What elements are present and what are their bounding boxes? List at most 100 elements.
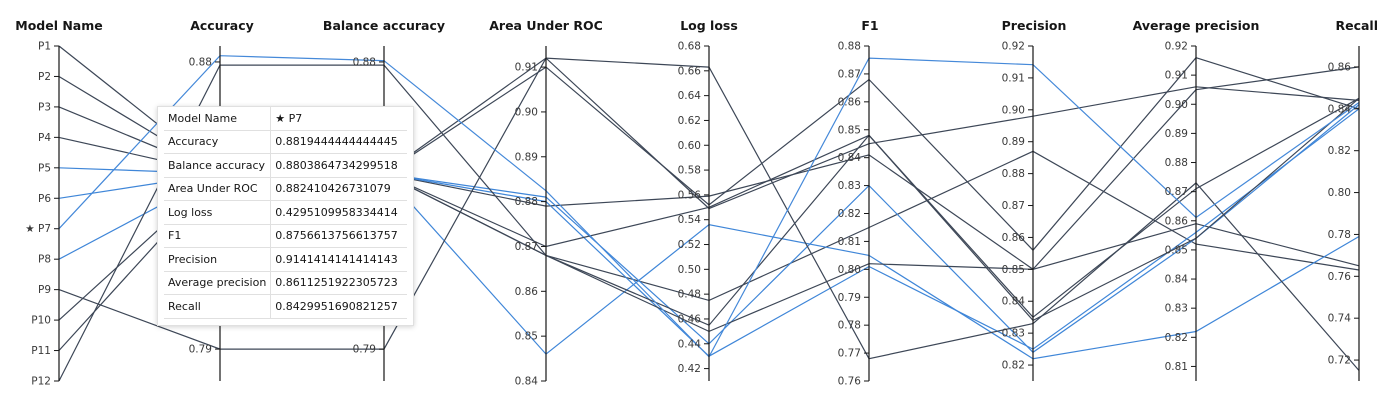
tooltip-value: 0.8803864734299518 — [270, 153, 408, 178]
axis-area-under-roc[interactable]: Area Under ROC 0.84 0.85 0.86 0.87 0.88 0.89 0.… — [489, 18, 603, 388]
tooltip-key: Area Under ROC — [164, 177, 272, 201]
tooltip-value: 0.8819444444444445 — [270, 130, 408, 154]
tooltip-row: Recall 0.8429951690821257 — [164, 294, 408, 319]
tick-label: 0.87 — [515, 241, 538, 253]
tick-label: 0.84 — [1165, 274, 1189, 286]
tick-label: 0.88 — [838, 41, 861, 53]
tick-label: 0.85 — [838, 124, 861, 136]
axis-model-name[interactable]: Model Name P1 P2 P3 P4 P5 P6 ★ P7 P8 P9 P10 P11 P12 — [15, 18, 103, 388]
tick-label: 0.87 — [838, 68, 861, 80]
tick-label: P10 — [31, 315, 51, 327]
tick-label: P12 — [31, 376, 51, 388]
tick-label: 0.78 — [1328, 229, 1351, 241]
tooltip-row: Balance accuracy 0.8803864734299518 — [164, 153, 408, 178]
tooltip-value: 0.8429951690821257 — [270, 294, 408, 319]
tick-label: 0.58 — [678, 165, 701, 177]
tick-label: 0.54 — [678, 214, 702, 226]
tooltip-value: ★ P7 — [270, 107, 408, 131]
tick-label: 0.77 — [838, 348, 861, 360]
tick-label: 0.84 — [1328, 103, 1352, 115]
tick-label: 0.80 — [1328, 187, 1351, 199]
tick-label: 0.83 — [838, 180, 861, 192]
tick-label: 0.90 — [1002, 104, 1025, 116]
tooltip-key: Model Name — [164, 107, 272, 131]
tick-label: 0.48 — [678, 289, 701, 301]
tick-label: P1 — [38, 41, 51, 53]
tick-label: P2 — [38, 71, 51, 83]
tick-label: 0.92 — [1165, 41, 1188, 53]
axis-f1[interactable]: F1 0.76 0.77 0.78 0.79 0.80 0.81 0.82 0.83 0.84 0.… — [838, 18, 879, 388]
tick-label: 0.85 — [1002, 264, 1025, 276]
tick-label: 0.82 — [838, 208, 861, 220]
axis-precision[interactable]: Precision 0.82 0.83 0.84 0.85 0.86 0.87 0.88 0.8… — [1002, 18, 1067, 381]
tick-label: 0.86 — [1328, 61, 1352, 73]
axis-title: Model Name — [15, 18, 103, 33]
tick-label: 0.82 — [1002, 360, 1025, 372]
tick-label: 0.64 — [678, 90, 702, 102]
tooltip-row: Average precision 0.8611251922305723 — [164, 271, 408, 295]
tick-label: 0.86 — [838, 96, 862, 108]
tick-label: 0.42 — [678, 363, 701, 375]
tooltip-key: Log loss — [164, 200, 272, 225]
axis-title: Recall — [1335, 18, 1378, 33]
tooltip-row: Log loss 0.4295109958334414 — [164, 200, 408, 225]
tick-label: 0.86 — [515, 286, 539, 298]
tick-label: 0.89 — [515, 151, 538, 163]
axis-title: F1 — [861, 18, 878, 33]
tick-label: 0.88 — [353, 56, 376, 68]
axis-title: Precision — [1002, 18, 1067, 33]
tooltip-value: 0.882410426731079 — [270, 177, 408, 201]
tick-label: 0.50 — [678, 264, 701, 276]
tick-label: P6 — [38, 193, 51, 205]
tick-label: 0.84 — [515, 376, 539, 388]
axis-title: Accuracy — [190, 18, 254, 33]
tooltip-key: Recall — [164, 294, 272, 319]
tick-label: 0.91 — [515, 62, 538, 74]
tooltip-value: 0.8756613756613757 — [270, 224, 408, 248]
tick-label: 0.79 — [353, 344, 376, 356]
tooltip-value: 0.8611251922305723 — [270, 271, 408, 295]
tooltip-key: Average precision — [164, 271, 272, 295]
tick-label: 0.88 — [515, 196, 538, 208]
tick-label: ★ P7 — [25, 223, 51, 235]
axis-log-loss[interactable]: Log loss 0.42 0.44 0.46 0.48 0.50 0.52 0.54 0.56… — [678, 18, 738, 381]
tick-label: 0.66 — [678, 65, 702, 77]
tick-label: 0.81 — [1165, 361, 1188, 373]
tick-label: 0.86 — [1002, 232, 1026, 244]
tick-label: 0.76 — [838, 376, 862, 388]
tick-label: 0.88 — [1002, 168, 1025, 180]
axis-average-precision[interactable]: Average precision 0.81 0.82 0.83 0.84 0.85 0.8… — [1133, 18, 1260, 381]
tick-label: 0.88 — [1165, 157, 1188, 169]
tick-label: 0.78 — [838, 320, 861, 332]
tick-label: 0.84 — [838, 152, 862, 164]
axis-recall[interactable]: Recall 0.72 0.74 0.76 0.78 0.80 0.82 0.84 0.86 — [1328, 18, 1378, 381]
tick-label: 0.74 — [1328, 313, 1352, 325]
tick-label: 0.83 — [1165, 303, 1188, 315]
tick-label: 0.79 — [189, 344, 212, 356]
tick-label: 0.85 — [515, 331, 538, 343]
tick-label: P5 — [38, 162, 51, 174]
tick-label: P9 — [38, 284, 51, 296]
tooltip-table: Model Name ★ P7 Accuracy 0.8819444444444… — [164, 107, 408, 319]
tooltip-row: Area Under ROC 0.882410426731079 — [164, 177, 408, 201]
tooltip-key: Balance accuracy — [164, 153, 272, 178]
tick-label: 0.84 — [1002, 296, 1026, 308]
tick-label: 0.89 — [1002, 136, 1025, 148]
tick-label: 0.89 — [1165, 128, 1188, 140]
tick-label: 0.90 — [1165, 99, 1188, 111]
tooltip-key: Precision — [164, 247, 272, 272]
tick-label: 0.91 — [1002, 72, 1025, 84]
tick-label: P4 — [38, 132, 51, 144]
axis-title: Balance accuracy — [323, 18, 445, 33]
tick-label: 0.92 — [1002, 41, 1025, 53]
tooltip-key: F1 — [164, 224, 272, 248]
tick-label: 0.87 — [1002, 200, 1025, 212]
tick-label: 0.56 — [678, 189, 702, 201]
tick-label: 0.44 — [678, 338, 702, 350]
axis-title: Area Under ROC — [489, 18, 603, 33]
axis-title: Average precision — [1133, 18, 1260, 33]
tick-label: 0.72 — [1328, 355, 1351, 367]
tick-label: 0.68 — [678, 41, 701, 53]
tooltip-row: Precision 0.9141414141414143 — [164, 247, 408, 272]
tick-label: 0.46 — [678, 313, 702, 325]
